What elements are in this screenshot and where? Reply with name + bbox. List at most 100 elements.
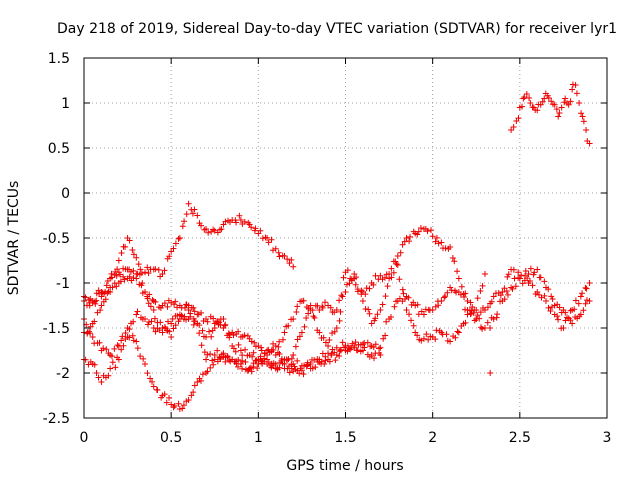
data-point xyxy=(441,294,448,301)
data-point xyxy=(534,107,541,114)
data-point xyxy=(175,400,182,407)
data-point xyxy=(388,265,395,272)
data-point xyxy=(179,405,186,412)
data-point xyxy=(199,371,206,378)
data-point xyxy=(358,287,365,294)
data-point xyxy=(326,337,333,344)
data-point xyxy=(185,307,192,313)
data-point xyxy=(82,294,89,301)
y-tick-label: 1.5 xyxy=(48,51,70,67)
data-point xyxy=(290,316,297,322)
y-tick-labels: 1.5 1 0.5 0 -0.5 -1 -1.5 -2 -2.5 xyxy=(43,51,70,427)
data-point xyxy=(294,303,301,310)
data-point xyxy=(534,266,541,273)
data-point xyxy=(168,299,175,306)
data-point xyxy=(286,260,293,267)
data-point xyxy=(206,328,213,335)
data-point xyxy=(290,361,297,367)
data-point xyxy=(322,299,329,306)
data-point xyxy=(307,361,314,367)
data-point xyxy=(137,353,144,360)
data-point xyxy=(183,301,190,308)
data-point xyxy=(322,339,329,346)
data-point xyxy=(204,351,211,358)
data-point xyxy=(442,245,449,252)
data-point xyxy=(205,229,212,236)
data-point xyxy=(516,275,523,282)
data-point xyxy=(178,312,185,319)
data-point xyxy=(152,266,159,273)
data-point xyxy=(146,291,153,298)
data-point xyxy=(230,345,237,352)
data-point xyxy=(255,361,262,367)
data-point xyxy=(560,325,567,331)
data-point xyxy=(490,293,497,300)
data-point xyxy=(171,301,178,308)
data-point xyxy=(511,275,518,282)
data-point xyxy=(285,322,292,329)
data-point xyxy=(98,379,105,385)
data-point xyxy=(242,358,249,365)
y-tick-label: 1 xyxy=(61,96,70,112)
data-point xyxy=(112,364,119,371)
data-point xyxy=(222,321,229,328)
data-point xyxy=(542,298,549,304)
data-point xyxy=(582,300,589,307)
data-point xyxy=(381,274,388,281)
data-point xyxy=(161,391,168,398)
data-point xyxy=(307,302,314,309)
data-point xyxy=(444,289,451,296)
data-point xyxy=(142,289,149,295)
data-point xyxy=(407,233,414,240)
data-point xyxy=(429,307,436,313)
data-point xyxy=(336,297,343,304)
data-point xyxy=(211,356,218,363)
data-point xyxy=(297,365,304,372)
data-point xyxy=(377,352,384,358)
data-point xyxy=(91,298,98,305)
data-point xyxy=(188,392,195,399)
data-point xyxy=(497,292,504,299)
data-point xyxy=(320,334,327,341)
data-point xyxy=(208,333,215,340)
data-point xyxy=(187,310,194,317)
data-point xyxy=(569,86,576,93)
data-point xyxy=(461,294,468,301)
data-point xyxy=(246,365,253,372)
data-point xyxy=(142,361,149,367)
data-point xyxy=(159,329,166,336)
data-point xyxy=(418,308,425,315)
data-point xyxy=(372,341,379,348)
data-point xyxy=(272,245,279,252)
data-point xyxy=(163,399,170,406)
data-point xyxy=(359,298,366,304)
data-point xyxy=(512,283,519,290)
data-point xyxy=(96,339,103,346)
y-axis-label: SDTVAR / TECUs xyxy=(6,181,22,296)
data-point xyxy=(359,341,366,348)
data-point xyxy=(515,269,522,276)
data-point xyxy=(554,313,561,320)
data-point xyxy=(181,304,188,311)
data-point xyxy=(211,227,218,234)
data-point xyxy=(126,326,133,333)
data-point xyxy=(316,307,323,313)
data-point xyxy=(91,318,98,325)
grid-lines xyxy=(84,58,607,418)
data-point xyxy=(203,334,210,340)
data-point xyxy=(235,356,242,363)
data-point xyxy=(427,227,434,234)
data-point xyxy=(108,353,115,360)
data-point xyxy=(98,302,105,309)
data-point xyxy=(366,310,373,317)
data-point xyxy=(133,275,140,282)
data-point xyxy=(291,363,298,370)
data-point xyxy=(458,283,465,290)
data-point xyxy=(467,311,474,318)
data-point xyxy=(556,304,563,311)
data-point xyxy=(417,225,424,232)
data-point xyxy=(346,345,353,352)
data-point xyxy=(505,271,512,278)
data-point xyxy=(537,274,544,281)
data-point xyxy=(331,328,338,335)
